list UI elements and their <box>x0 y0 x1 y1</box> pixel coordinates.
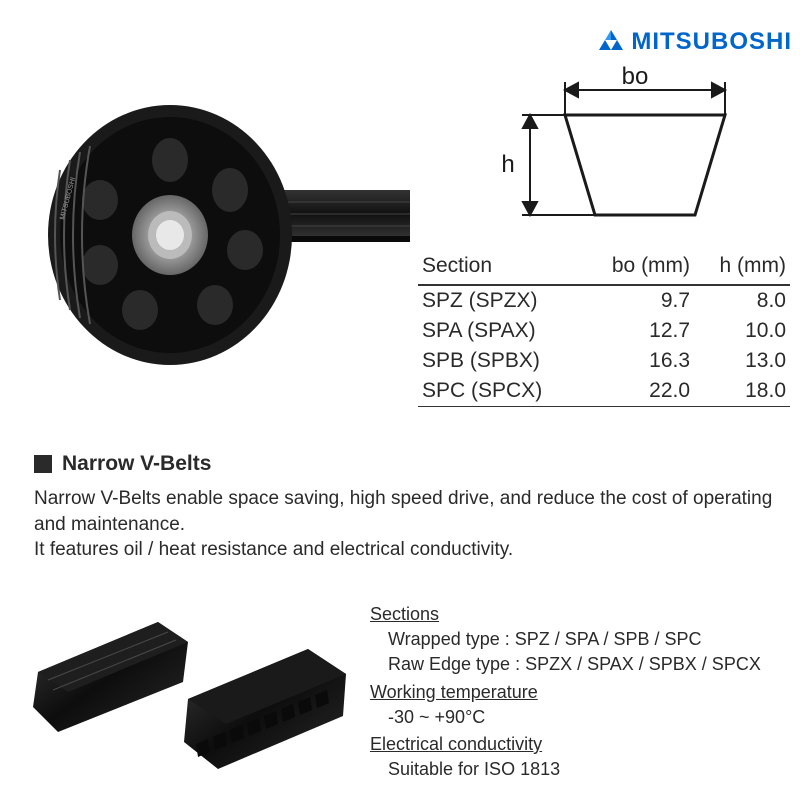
table-row: SPC (SPCX) 22.0 18.0 <box>418 376 790 407</box>
section-title-text: Narrow V-Belts <box>62 452 211 476</box>
bullet-square-icon <box>34 455 52 473</box>
belt-types-image <box>18 604 358 784</box>
section-title: Narrow V-Belts <box>34 452 211 476</box>
table-row: SPZ (SPZX) 9.7 8.0 <box>418 285 790 316</box>
elec-header: Electrical conductivity <box>370 732 761 757</box>
brand-logo: MITSUBOSHI <box>597 28 792 56</box>
sections-header: Sections <box>370 602 761 627</box>
spec-table: Section bo (mm) h (mm) SPZ (SPZX) 9.7 8.… <box>418 248 790 407</box>
th-h: h (mm) <box>694 248 790 285</box>
raw-edge-type: Raw Edge type : SPZX / SPAX / SPBX / SPC… <box>370 652 761 677</box>
table-row: SPA (SPAX) 12.7 10.0 <box>418 316 790 346</box>
product-image: MITSUBOSHI <box>20 90 410 380</box>
h-label: h <box>501 151 514 178</box>
th-section: Section <box>418 248 583 285</box>
working-temp-header: Working temperature <box>370 680 761 705</box>
table-header-row: Section bo (mm) h (mm) <box>418 248 790 285</box>
working-temp: -30 ~ +90°C <box>370 705 761 730</box>
spec-list: Sections Wrapped type : SPZ / SPA / SPB … <box>370 600 761 782</box>
table-row: SPB (SPBX) 16.3 13.0 <box>418 346 790 376</box>
wrapped-type: Wrapped type : SPZ / SPA / SPB / SPC <box>370 627 761 652</box>
description-line-1: Narrow V-Belts enable space saving, high… <box>34 486 780 537</box>
logo-icon <box>597 30 625 54</box>
elec-value: Suitable for ISO 1813 <box>370 757 761 782</box>
logo-text: MITSUBOSHI <box>631 28 792 56</box>
bo-label: bo <box>622 63 649 90</box>
cross-section-diagram: bo h <box>470 60 760 230</box>
th-bo: bo (mm) <box>583 248 694 285</box>
description: Narrow V-Belts enable space saving, high… <box>34 486 780 563</box>
description-line-2: It features oil / heat resistance and el… <box>34 537 780 563</box>
